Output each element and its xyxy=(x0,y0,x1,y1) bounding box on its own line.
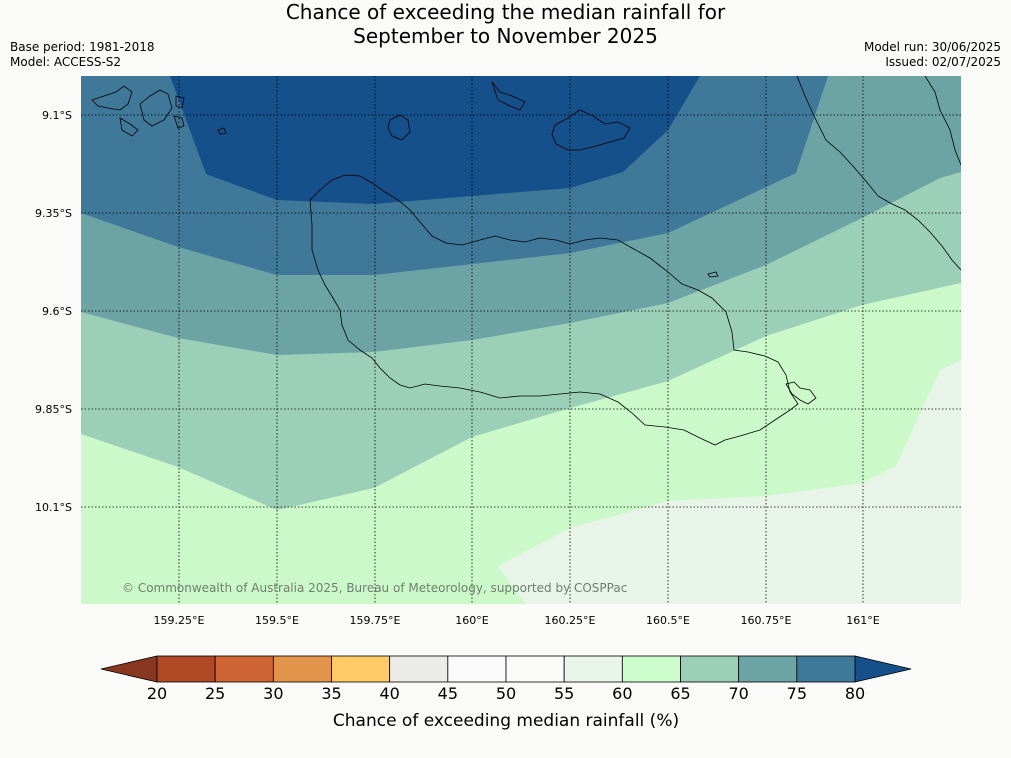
colorbar-cell xyxy=(214,655,274,683)
colorbar-cell xyxy=(621,655,681,683)
coastline-guadalcanal xyxy=(309,174,799,446)
colorbar-tick-label: 25 xyxy=(205,684,225,703)
colorbar-tick-label: 65 xyxy=(670,684,690,703)
model-run-label: Model run: 30/06/2025 xyxy=(863,40,1001,54)
colorbar-low-extension xyxy=(100,655,158,683)
lat-label: 9.6°S xyxy=(42,305,72,318)
lon-label: 160°E xyxy=(455,614,488,627)
coastline-small-island xyxy=(387,114,411,141)
lon-label: 159.75°E xyxy=(350,614,401,627)
colorbar-cell xyxy=(331,655,391,683)
lon-label: 159.25°E xyxy=(154,614,205,627)
colorbar-cell xyxy=(505,655,565,683)
colorbar-tick-label: 45 xyxy=(438,684,458,703)
meta-left: Base period: 1981-2018 Model: ACCESS-S2 xyxy=(10,40,155,70)
colorbar-tick-label: 75 xyxy=(787,684,807,703)
colorbar-label: Chance of exceeding median rainfall (%) xyxy=(333,711,679,731)
issued-label: Issued: 02/07/2025 xyxy=(885,55,1001,69)
coastline-florida-islands xyxy=(551,109,631,151)
colorbar-tick-label: 30 xyxy=(263,684,283,703)
colorbar-tick-label: 70 xyxy=(728,684,748,703)
lon-label: 159.5°E xyxy=(255,614,299,627)
colorbar-cell xyxy=(447,655,507,683)
colorbar: 20 25 30 35 40 45 50 55 60 65 70 75 80 Chance of exc… xyxy=(100,655,912,731)
latitude-labels: 9.1°S 9.35°S 9.6°S 9.85°S 10.1°S xyxy=(35,109,72,514)
colorbar-tick-label: 80 xyxy=(845,684,865,703)
coastline-east-islets xyxy=(785,381,817,405)
forecast-map: © Commonwealth of Australia 2025, Bureau… xyxy=(81,76,961,604)
longitude-labels: 159.25°E 159.5°E 159.75°E 160°E 160.25°E… xyxy=(154,614,880,627)
colorbar-cell xyxy=(738,655,798,683)
colorbar-tick-label: 35 xyxy=(321,684,341,703)
lat-label: 9.1°S xyxy=(42,109,72,122)
colorbar-cell xyxy=(272,655,332,683)
colorbar-tick-label: 55 xyxy=(554,684,574,703)
lon-label: 161°E xyxy=(846,614,879,627)
colorbar-cell xyxy=(563,655,623,683)
map-title: Chance of exceeding the median rainfall … xyxy=(0,0,1011,48)
colorbar-tick-label: 20 xyxy=(147,684,167,703)
colorbar-high-extension xyxy=(854,655,912,683)
coastline-russell-islands xyxy=(91,85,133,111)
lon-label: 160.75°E xyxy=(741,614,792,627)
base-period-label: Base period: 1981-2018 xyxy=(10,40,155,54)
zone-80-plus xyxy=(170,76,700,204)
colorbar-tick-label: 60 xyxy=(612,684,632,703)
coastline xyxy=(91,76,961,446)
model-label: Model: ACCESS-S2 xyxy=(10,55,122,69)
graticule xyxy=(81,76,961,604)
colorbar-cell xyxy=(796,655,856,683)
colorbar-tick-label: 40 xyxy=(379,684,399,703)
coastline-malaita xyxy=(796,76,961,271)
title-line-1: Chance of exceeding the median rainfall … xyxy=(285,0,726,24)
title-line-2: September to November 2025 xyxy=(353,24,658,48)
copyright-notice: © Commonwealth of Australia 2025, Bureau… xyxy=(122,581,627,595)
colorbar-cell xyxy=(680,655,740,683)
meta-right: Model run: 30/06/2025 Issued: 02/07/2025 xyxy=(864,40,1001,70)
lon-label: 160.5°E xyxy=(646,614,690,627)
lat-label: 10.1°S xyxy=(35,501,72,514)
lat-label: 9.85°S xyxy=(35,403,72,416)
colorbar-cell xyxy=(156,655,216,683)
colorbar-cell xyxy=(389,655,449,683)
zone-55-60 xyxy=(498,360,961,604)
lon-label: 160.25°E xyxy=(545,614,596,627)
colorbar-tick-label: 50 xyxy=(496,684,516,703)
lat-label: 9.35°S xyxy=(35,207,72,220)
